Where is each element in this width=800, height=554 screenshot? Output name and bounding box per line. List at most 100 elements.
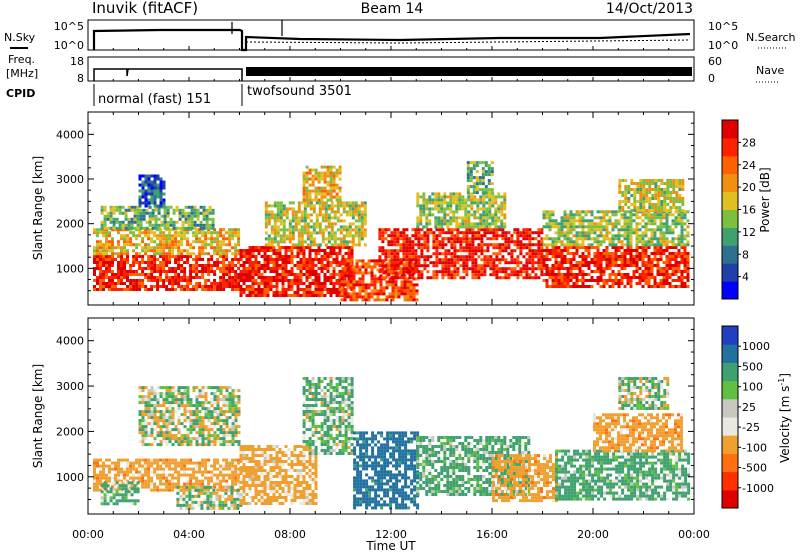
echo-cell [129,288,133,291]
echo-cell [629,228,633,232]
echo-cell [105,479,108,483]
echo-cell [315,219,319,223]
echo-cell [617,270,621,273]
echo-cell [281,294,285,297]
echo-cell [630,179,634,182]
echo-cell [405,252,409,256]
echo-cell [363,201,367,205]
echo-cell [680,225,684,229]
echo-cell [450,234,454,238]
echo-cell [504,240,508,244]
echo-cell [219,288,223,291]
echo-cell [171,285,175,288]
echo-cell [333,222,337,226]
echo-cell [358,286,362,290]
echo-cell [195,240,199,244]
echo-cell [327,237,331,241]
echo-cell [629,219,633,223]
echo-cell [189,246,193,250]
echo-cell [201,240,205,244]
echo-cell [434,222,438,226]
echo-cell [320,285,324,288]
echo-cell [333,243,337,247]
echo-cell [162,252,166,256]
echo-cell [651,203,655,206]
echo-cell [639,185,643,188]
echo-cell [431,201,435,205]
echo-cell [489,267,493,271]
echo-cell [393,240,397,244]
echo-cell [296,282,300,285]
echo-cell [335,264,339,267]
echo-cell [273,219,277,223]
echo-cell [231,234,235,238]
echo-cell [264,222,268,226]
echo-cell [288,225,292,229]
echo-cell [534,255,538,259]
echo-cell [291,228,295,232]
echo-cell [329,195,333,199]
echo-cell [647,219,651,223]
echo-cell [248,279,252,282]
echo-cell [303,210,307,214]
echo-cell [216,458,220,462]
echo-cell [138,470,142,474]
echo-cell [326,264,330,267]
echo-cell [231,282,235,285]
echo-cell [522,234,526,238]
echo-cell [641,213,645,217]
echo-cell [497,207,501,211]
echo-cell [519,234,523,238]
echo-cell [335,261,339,264]
echo-cell [416,195,420,199]
echo-cell [560,255,564,258]
echo-cell [168,488,172,492]
echo-cell [474,234,478,238]
echo-cell [112,208,116,212]
echo-cell [551,210,555,214]
freq-left-tick-bottom: 8 [77,72,84,85]
echo-cell [352,274,356,278]
echo-cell [144,243,148,247]
colorbar-tick-label: 8 [742,248,749,261]
echo-cell [156,192,160,196]
echo-cell [477,255,481,259]
echo-cell [237,258,241,261]
echo-cell [548,225,552,229]
echo-cell [575,273,579,276]
echo-cell [578,267,582,270]
echo-cell [111,270,114,273]
echo-cell [551,252,555,255]
echo-cell [144,276,148,279]
echo-cell [332,249,336,252]
echo-cell [471,252,475,256]
echo-cell [406,277,410,281]
echo-cell [132,464,136,468]
echo-cell [187,217,191,221]
echo-cell [282,222,286,226]
echo-cell [668,273,672,276]
echo-cell [213,252,217,256]
echo-cell [302,177,306,181]
echo-cell [109,205,113,209]
echo-cell [132,473,136,477]
echo-cell [275,291,279,294]
echo-cell [144,267,148,270]
echo-cell [569,252,573,255]
echo-cell [608,231,612,235]
echo-cell [678,206,682,209]
echo-cell [345,231,349,235]
echo-cell [293,279,297,282]
echo-cell [172,211,176,215]
echo-cell [135,476,139,480]
echo-cell [216,488,220,492]
echo-cell [480,234,484,238]
echo-cell [312,204,316,208]
echo-cell [266,246,270,249]
echo-cell [216,258,220,261]
echo-cell [614,258,618,261]
echo-cell [668,285,672,288]
echo-cell [584,237,588,241]
echo-cell [596,255,600,258]
echo-cell [464,219,468,223]
